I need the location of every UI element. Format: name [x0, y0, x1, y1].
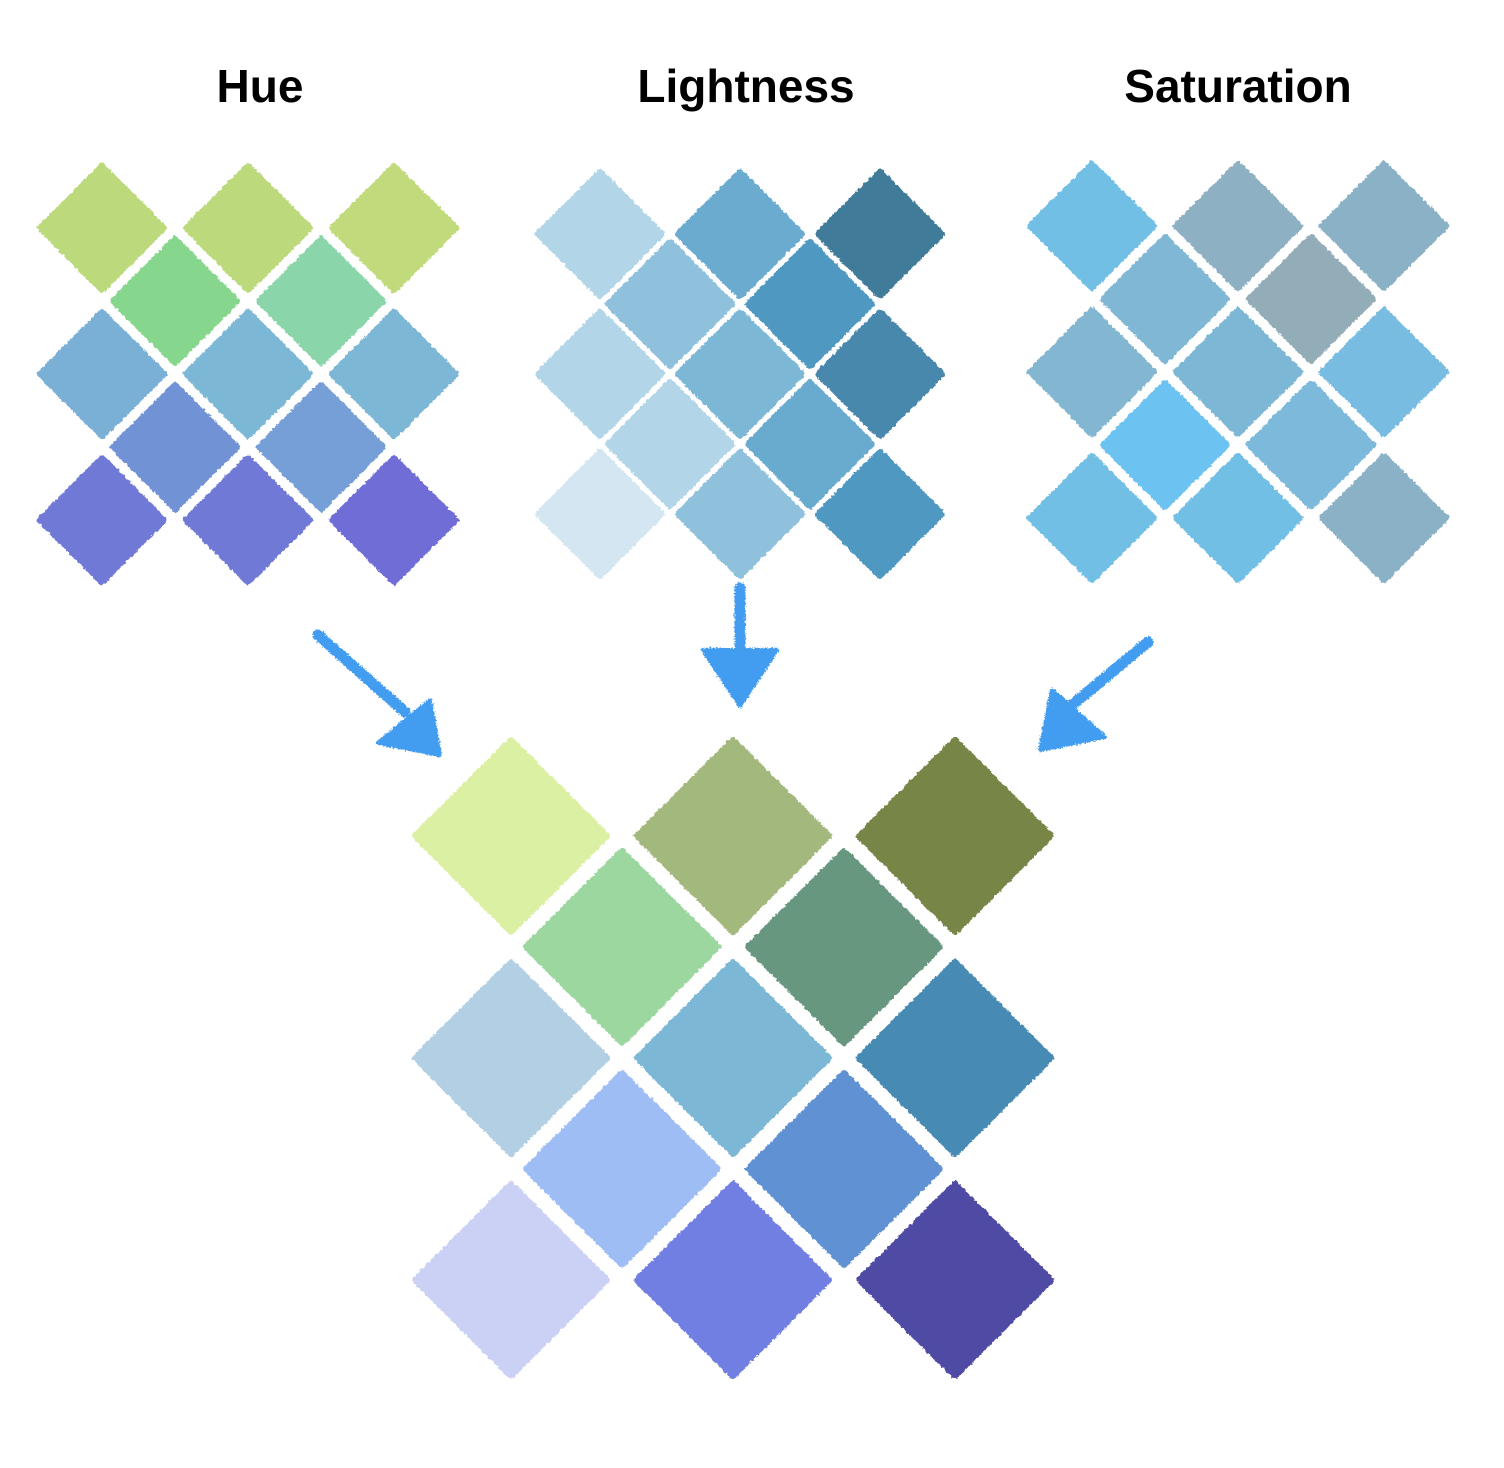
arrow-right-down-icon: [312, 629, 442, 757]
combined-swatch-r3-c1: [745, 1070, 943, 1268]
lightness-swatch-r3-c0: [605, 379, 735, 509]
combined-swatch-r2-c1: [634, 959, 832, 1157]
saturation-swatch-grid: [1027, 161, 1449, 583]
lightness-swatch-r4-c1: [675, 449, 805, 579]
lightness-swatch-r2-c0: [535, 309, 665, 439]
combined-swatch-r3-c0: [523, 1070, 721, 1268]
lightness-swatch-r0-c1: [675, 169, 805, 299]
hue-swatch-r2-c1: [183, 309, 313, 439]
combined-swatch-r1-c1: [745, 848, 943, 1046]
saturation-title: Saturation: [1124, 60, 1352, 112]
combined-swatch-r0-c0: [412, 737, 610, 935]
hue-swatch-r4-c0: [37, 455, 167, 585]
hue-swatch-r4-c1: [183, 455, 313, 585]
arrow-down-icon: [701, 582, 779, 708]
hue-swatch-r3-c0: [110, 382, 240, 512]
arrow-left-down-icon: [1038, 636, 1154, 752]
combined-swatch-r4-c1: [634, 1181, 832, 1379]
lightness-swatch-r3-c1: [745, 379, 875, 509]
lightness-title: Lightness: [637, 60, 855, 112]
hue-swatch-r2-c0: [37, 309, 167, 439]
hue-swatch-r0-c1: [183, 163, 313, 293]
hue-swatch-r0-c2: [329, 163, 459, 293]
saturation-swatch-r4-c0: [1027, 453, 1157, 583]
combined-swatch-r2-c2: [856, 959, 1054, 1157]
lightness-swatch-grid: [535, 169, 945, 579]
lightness-swatch-r4-c2: [815, 449, 945, 579]
hue-swatch-r0-c0: [37, 163, 167, 293]
combined-swatch-r4-c2: [856, 1181, 1054, 1379]
saturation-swatch-r1-c1: [1246, 234, 1376, 364]
saturation-swatch-r0-c0: [1027, 161, 1157, 291]
arrows: [312, 582, 1154, 757]
saturation-swatch-r0-c1: [1173, 161, 1303, 291]
lightness-swatch-r1-c1: [745, 239, 875, 369]
combined-swatch-grid: [412, 737, 1054, 1379]
hue-swatch-grid: [37, 163, 459, 585]
lightness-swatch-r0-c2: [815, 169, 945, 299]
lightness-swatch-r2-c2: [815, 309, 945, 439]
hue-swatch-r4-c2: [329, 455, 459, 585]
saturation-swatch-r1-c0: [1100, 234, 1230, 364]
lightness-swatch-r2-c1: [675, 309, 805, 439]
saturation-swatch-r4-c1: [1173, 453, 1303, 583]
saturation-swatch-r0-c2: [1319, 161, 1449, 291]
combined-swatch-r1-c0: [523, 848, 721, 1046]
hue-swatch-r1-c0: [110, 236, 240, 366]
combined-swatch-r2-c0: [412, 959, 610, 1157]
saturation-swatch-r3-c0: [1100, 380, 1230, 510]
saturation-swatch-r3-c1: [1246, 380, 1376, 510]
combined-swatch-r0-c2: [856, 737, 1054, 935]
saturation-swatch-r2-c2: [1319, 307, 1449, 437]
lightness-swatch-r1-c0: [605, 239, 735, 369]
saturation-swatch-r2-c1: [1173, 307, 1303, 437]
hue-swatch-r3-c1: [256, 382, 386, 512]
lightness-swatch-r4-c0: [535, 449, 665, 579]
hue-swatch-r1-c1: [256, 236, 386, 366]
hue-swatch-r2-c2: [329, 309, 459, 439]
saturation-swatch-r4-c2: [1319, 453, 1449, 583]
saturation-swatch-r2-c0: [1027, 307, 1157, 437]
lightness-swatch-r0-c0: [535, 169, 665, 299]
hue-title: Hue: [216, 60, 304, 112]
combined-swatch-r0-c1: [634, 737, 832, 935]
combined-swatch-r4-c0: [412, 1181, 610, 1379]
